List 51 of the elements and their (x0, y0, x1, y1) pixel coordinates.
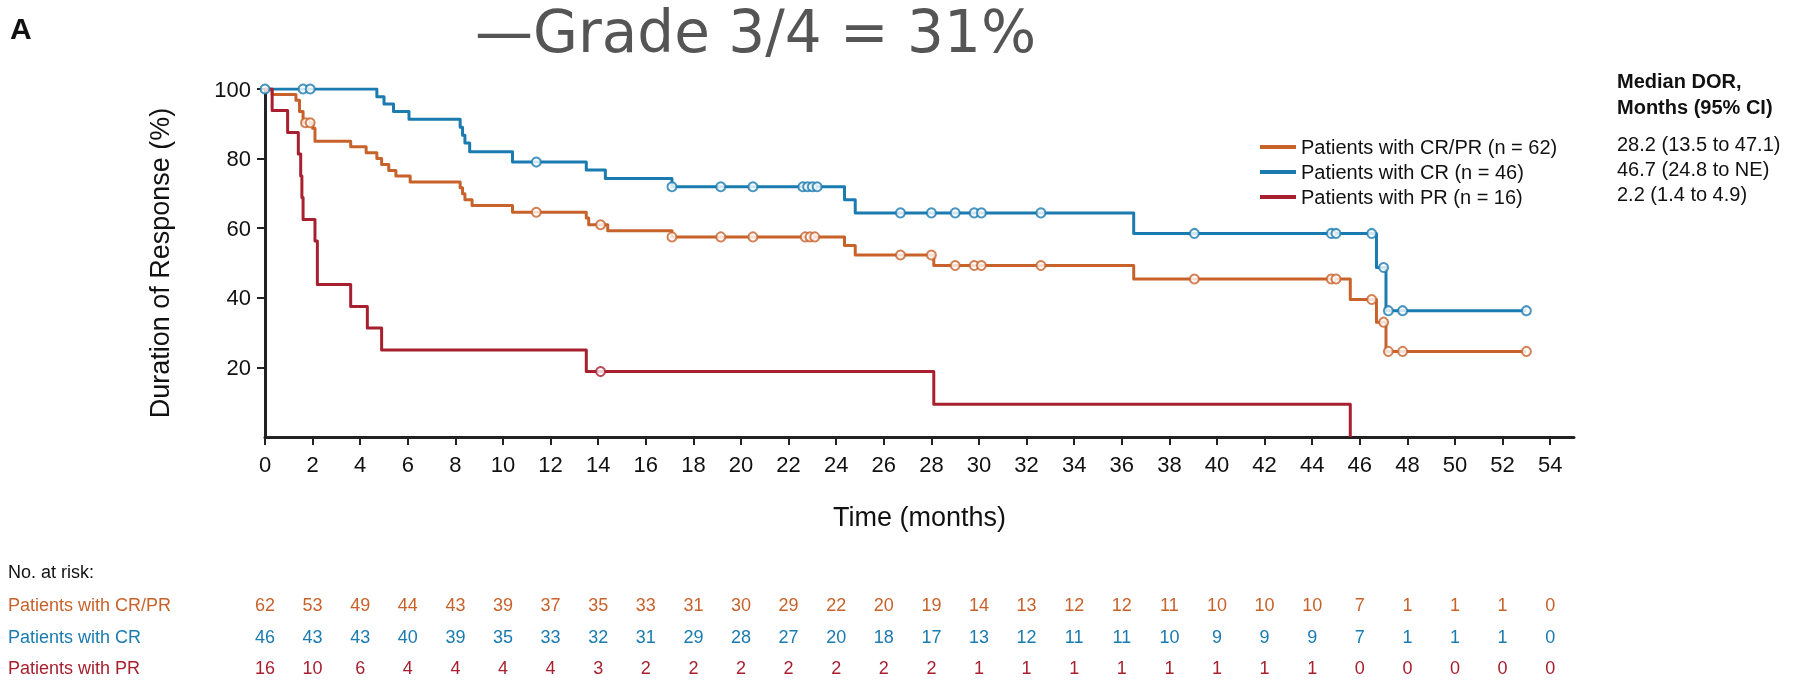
text: A (10, 11, 32, 45)
x-tick-label: 32 (1014, 451, 1039, 477)
y-tick-label: 40 (226, 285, 251, 311)
x-tick-label: 54 (1537, 451, 1563, 477)
x-tick-label: 20 (728, 451, 754, 477)
x-tick-label: 28 (919, 451, 944, 477)
text: 46.7 (24.8 to NE) (1617, 158, 1770, 180)
x-tick-label: 36 (1109, 451, 1135, 477)
text: 46 43 43 40 39 35 33 32 31 29 28 27 20 18 17 13 12 11 11 10 9 9 9 7 1 1 1 0 (254, 627, 1556, 647)
x-tick-label: 44 (1299, 451, 1325, 477)
x-tick-label: 26 (871, 451, 897, 477)
y-axis-title: Duration of Response (%) (144, 107, 175, 419)
x-tick-label: 18 (681, 451, 706, 477)
x-tick-label: 40 (1204, 451, 1230, 477)
x-tick-label: 42 (1252, 451, 1277, 477)
x-tick-label: 8 (449, 451, 462, 477)
x-tick-label: 0 (258, 451, 272, 477)
text: 2.2 (1.4 to 4.9) (1617, 183, 1748, 205)
x-tick-label: 52 (1490, 451, 1515, 477)
x-tick-label: 4 (354, 451, 367, 477)
x-tick-label: 50 (1442, 451, 1468, 477)
text: Patients with PR (8, 658, 141, 678)
x-tick-label: 38 (1157, 451, 1182, 477)
text: 16 10 6 4 4 4 4 3 2 2 2 2 2 2 2 1 1 1 1 1 1 1 1 0 0 0 0 0 (254, 658, 1556, 678)
legend-label: Patients with CR/PR (n = 62) (1301, 136, 1558, 158)
text: Patients with CR/PR (8, 595, 172, 615)
x-axis-title: Time (months) (832, 501, 1007, 532)
y-tick-label: 60 (226, 215, 251, 241)
text: No. at risk: (8, 562, 95, 582)
x-tick-label: 24 (823, 451, 849, 477)
x-tick-label: 14 (585, 451, 611, 477)
x-tick-label: 46 (1347, 451, 1373, 477)
y-tick-label: 80 (226, 146, 251, 172)
text: Median DOR, Months (95% CI) (1617, 70, 1773, 118)
legend-label: Patients with PR (n = 16) (1301, 186, 1523, 208)
y-tick-label: 100 (214, 76, 251, 102)
chart-title: —Grade 3/4 = 31% (475, 0, 1036, 66)
legend-label: Patients with CR (n = 46) (1301, 161, 1524, 183)
x-tick-label: 48 (1395, 451, 1420, 477)
x-tick-label: 10 (490, 451, 516, 477)
x-tick-label: 34 (1061, 451, 1087, 477)
x-tick-label: 22 (776, 451, 801, 477)
y-tick-label: 20 (226, 354, 251, 380)
x-tick-label: 30 (966, 451, 992, 477)
x-tick-label: 16 (633, 451, 659, 477)
text: Patients with CR (8, 627, 142, 647)
x-tick-label: 2 (306, 451, 319, 477)
text: 62 53 49 44 43 39 37 35 33 31 30 29 22 20 19 14 13 12 12 11 10 10 10 7 1 1 1 0 (254, 595, 1556, 615)
text: 28.2 (13.5 to 47.1) (1617, 133, 1781, 155)
x-tick-label: 6 (401, 451, 414, 477)
x-tick-label: 12 (538, 451, 563, 477)
